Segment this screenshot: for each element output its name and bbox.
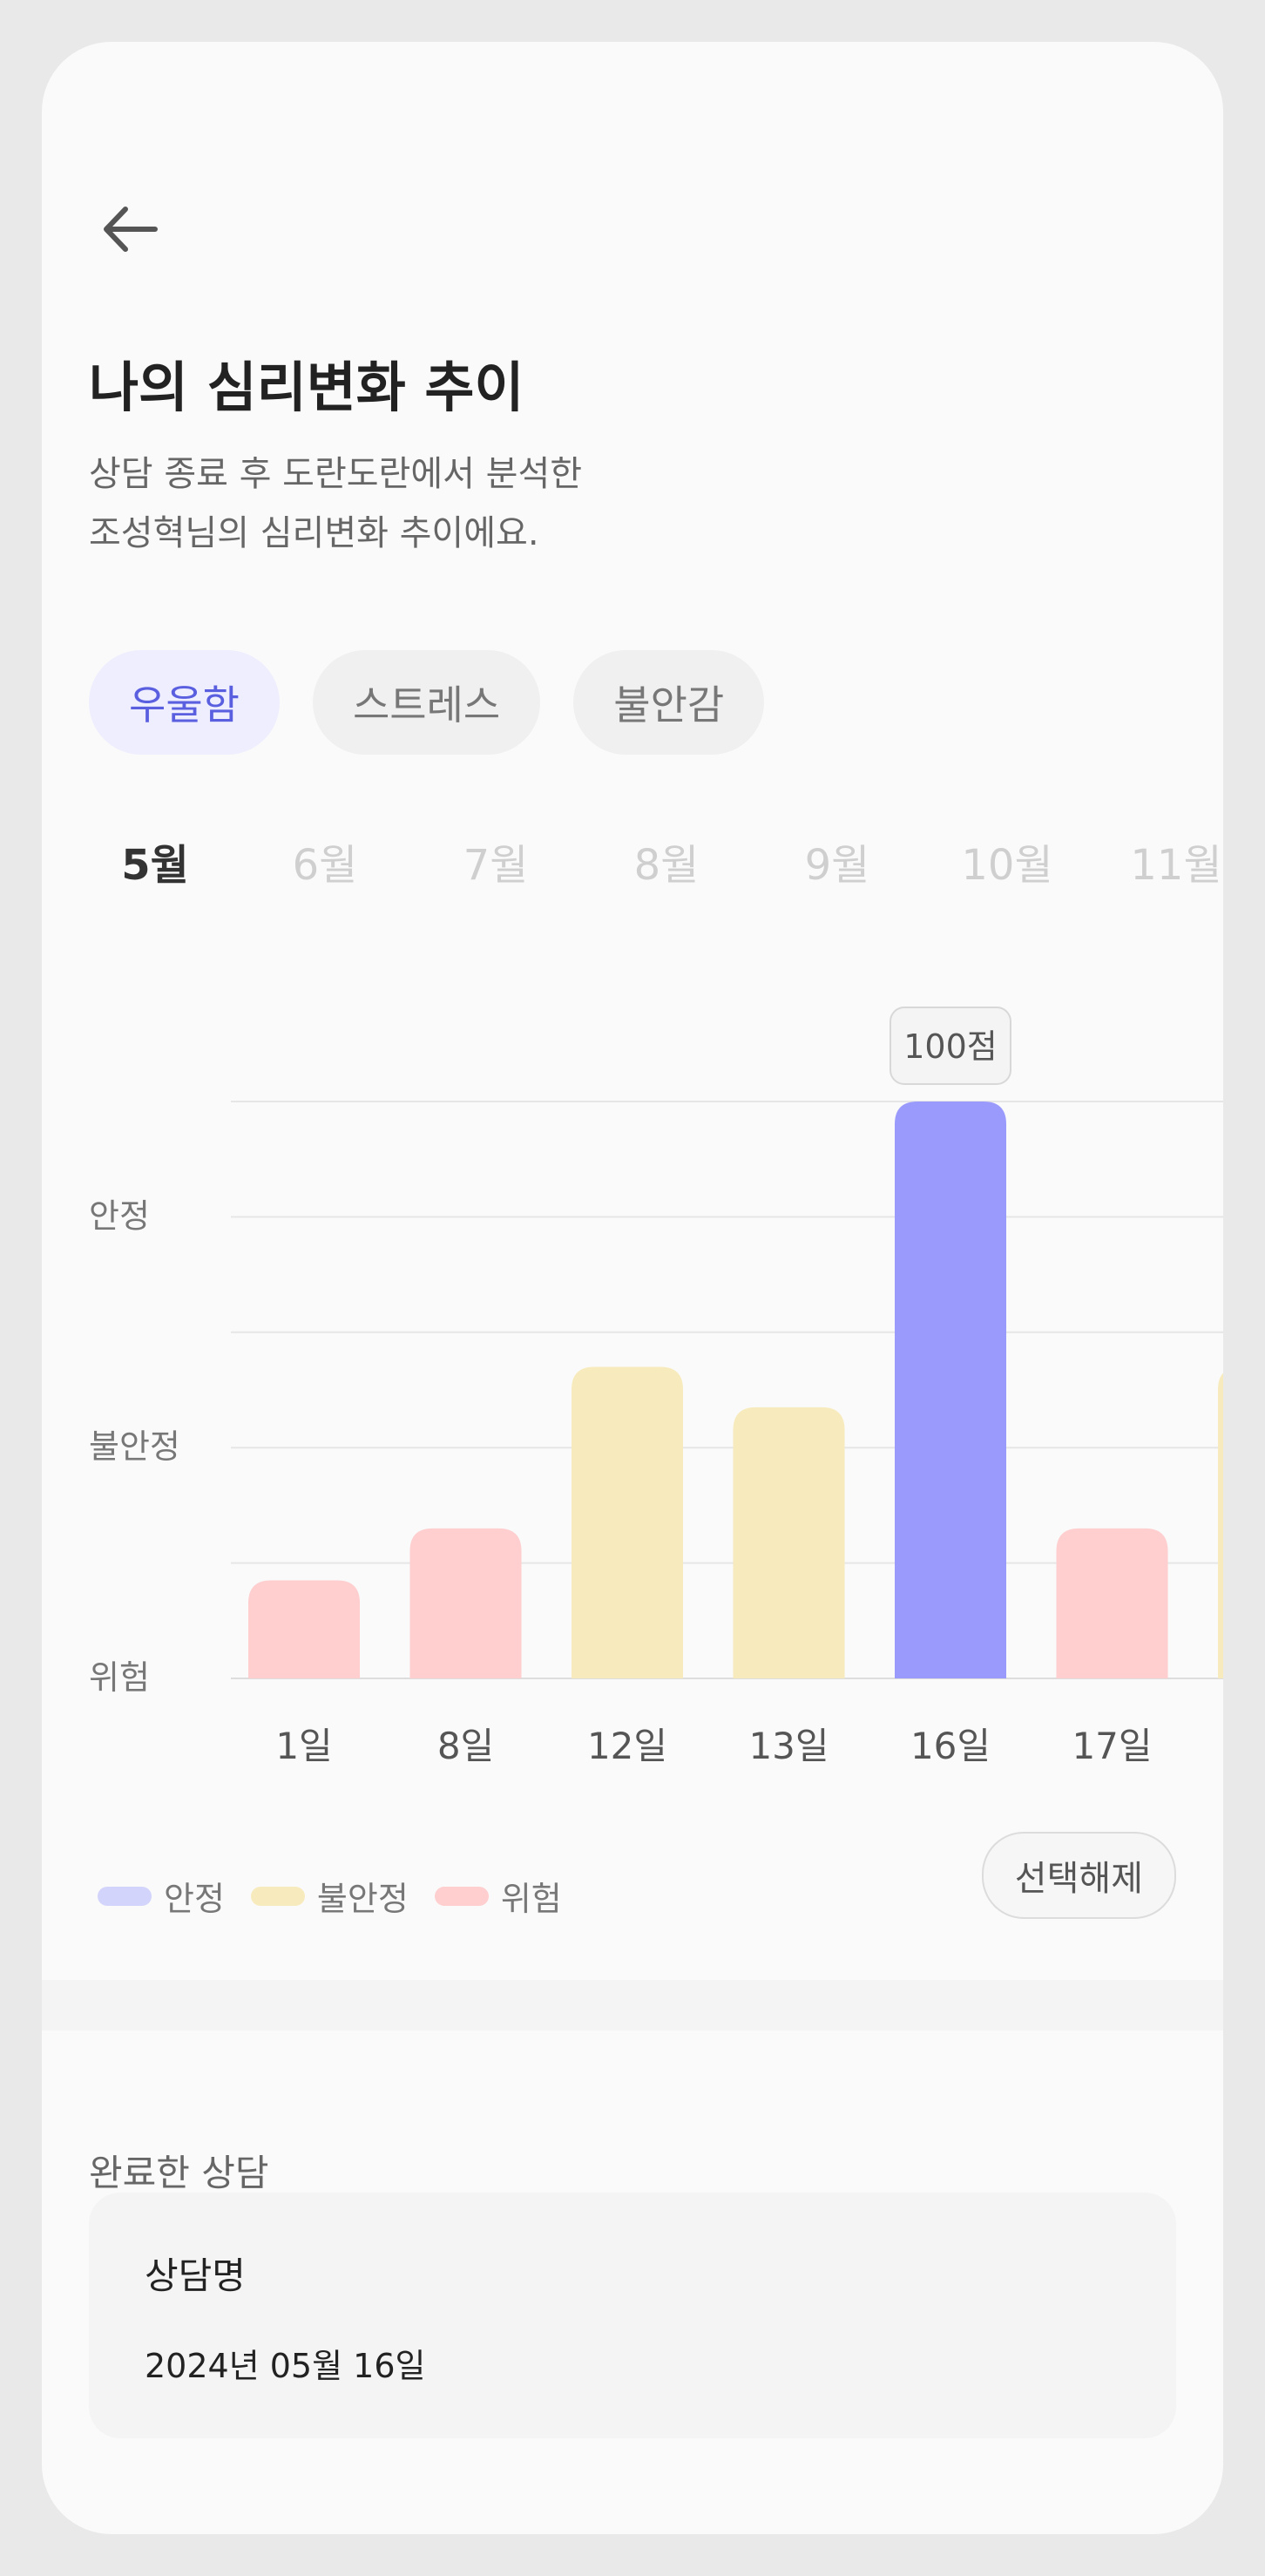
chart-bar-partial: [1218, 1373, 1223, 1678]
emotion-tabs: 우울함 스트레스 불안감: [89, 650, 765, 755]
back-button[interactable]: [91, 190, 169, 268]
x-axis-label: 12일: [587, 1725, 667, 1767]
value-tooltip: [890, 1007, 1011, 1085]
legend-item-unstable: 불안정: [250, 1872, 409, 1920]
y-axis-label: 위험: [89, 1658, 150, 1697]
month-june[interactable]: 6월: [292, 841, 358, 890]
tab-depression[interactable]: 우울함: [89, 650, 280, 755]
chart-bar[interactable]: [248, 1580, 360, 1678]
y-axis-label: 불안정: [89, 1427, 180, 1466]
subtitle-line: 조성혁님의 심리변화 추이에요.: [89, 513, 539, 553]
x-axis-label: 13일: [748, 1725, 829, 1767]
y-axis-label: 안정: [89, 1196, 150, 1235]
legend-item-danger: 위험: [434, 1872, 562, 1920]
page-subtitle: 상담 종료 후 도란도란에서 분석한 조성혁님의 심리변화 추이에요.: [89, 444, 582, 563]
page-title: 나의 심리변화 추이: [89, 356, 524, 419]
legend-swatch: [250, 1886, 305, 1906]
chart-bar[interactable]: [1056, 1528, 1168, 1678]
legend-label: 불안정: [316, 1880, 409, 1918]
x-axis-label: 17일: [1072, 1725, 1152, 1767]
value-tooltip-label: 100점: [903, 1027, 998, 1066]
month-selector: 5월 6월 7월 8월 9월 10월 11월: [94, 830, 1223, 900]
chart-bar[interactable]: [733, 1407, 845, 1678]
month-october[interactable]: 10월: [961, 841, 1053, 890]
x-axis-label: 1일: [275, 1725, 332, 1767]
chart-bar[interactable]: [572, 1366, 683, 1678]
month-july[interactable]: 7월: [463, 841, 529, 890]
month-november[interactable]: 11월: [1130, 841, 1222, 890]
counseling-date: 2024년 05월 16일: [145, 2347, 426, 2385]
tab-anxiety[interactable]: 불안감: [573, 650, 765, 755]
subtitle-line: 상담 종료 후 도란도란에서 분석한: [89, 454, 583, 494]
legend-item-stable: 안정: [98, 1872, 225, 1920]
app-screen: 나의 심리변화 추이 상담 종료 후 도란도란에서 분석한 조성혁님의 심리변화…: [42, 42, 1223, 2534]
legend-label: 안정: [164, 1880, 225, 1918]
legend-label: 위험: [500, 1880, 562, 1918]
x-axis-label: 8일: [437, 1725, 494, 1767]
legend-swatch: [434, 1886, 489, 1906]
counseling-card[interactable]: 상담명 2024년 05월 16일: [89, 2193, 1176, 2438]
arrow-left-icon: [104, 207, 158, 252]
completed-section-title: 완료한 상담: [89, 2152, 269, 2194]
chart-bar[interactable]: [409, 1528, 522, 1678]
chart-legend: 안정 불안정 위험: [98, 1872, 562, 1920]
x-axis-label: 16일: [910, 1725, 991, 1767]
legend-swatch: [98, 1886, 152, 1906]
mood-bar-chart: 위험 불안정 안정 1일 8일 12일 13일 16일 17일 100점: [89, 1007, 1223, 1767]
month-august[interactable]: 8월: [633, 841, 700, 890]
counseling-name: 상담명: [145, 2254, 246, 2297]
section-divider: [42, 1980, 1223, 2030]
deselect-button[interactable]: 선택해제: [981, 1832, 1176, 1919]
month-may[interactable]: 5월: [121, 841, 189, 890]
month-september[interactable]: 9월: [804, 841, 870, 890]
tab-stress[interactable]: 스트레스: [312, 650, 541, 755]
chart-bar[interactable]: [895, 1102, 1006, 1678]
